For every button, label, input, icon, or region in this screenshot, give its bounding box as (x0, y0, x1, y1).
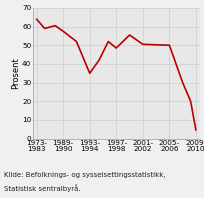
Text: Kilde: Befolknings- og sysselsettingsstatistikk,: Kilde: Befolknings- og sysselsettingssta… (4, 172, 166, 178)
Text: Statistisk sentralbyrå.: Statistisk sentralbyrå. (4, 184, 81, 192)
Y-axis label: Prosent: Prosent (12, 57, 21, 89)
